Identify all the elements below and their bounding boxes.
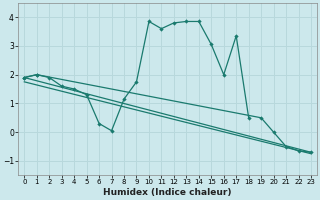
X-axis label: Humidex (Indice chaleur): Humidex (Indice chaleur) [103, 188, 232, 197]
